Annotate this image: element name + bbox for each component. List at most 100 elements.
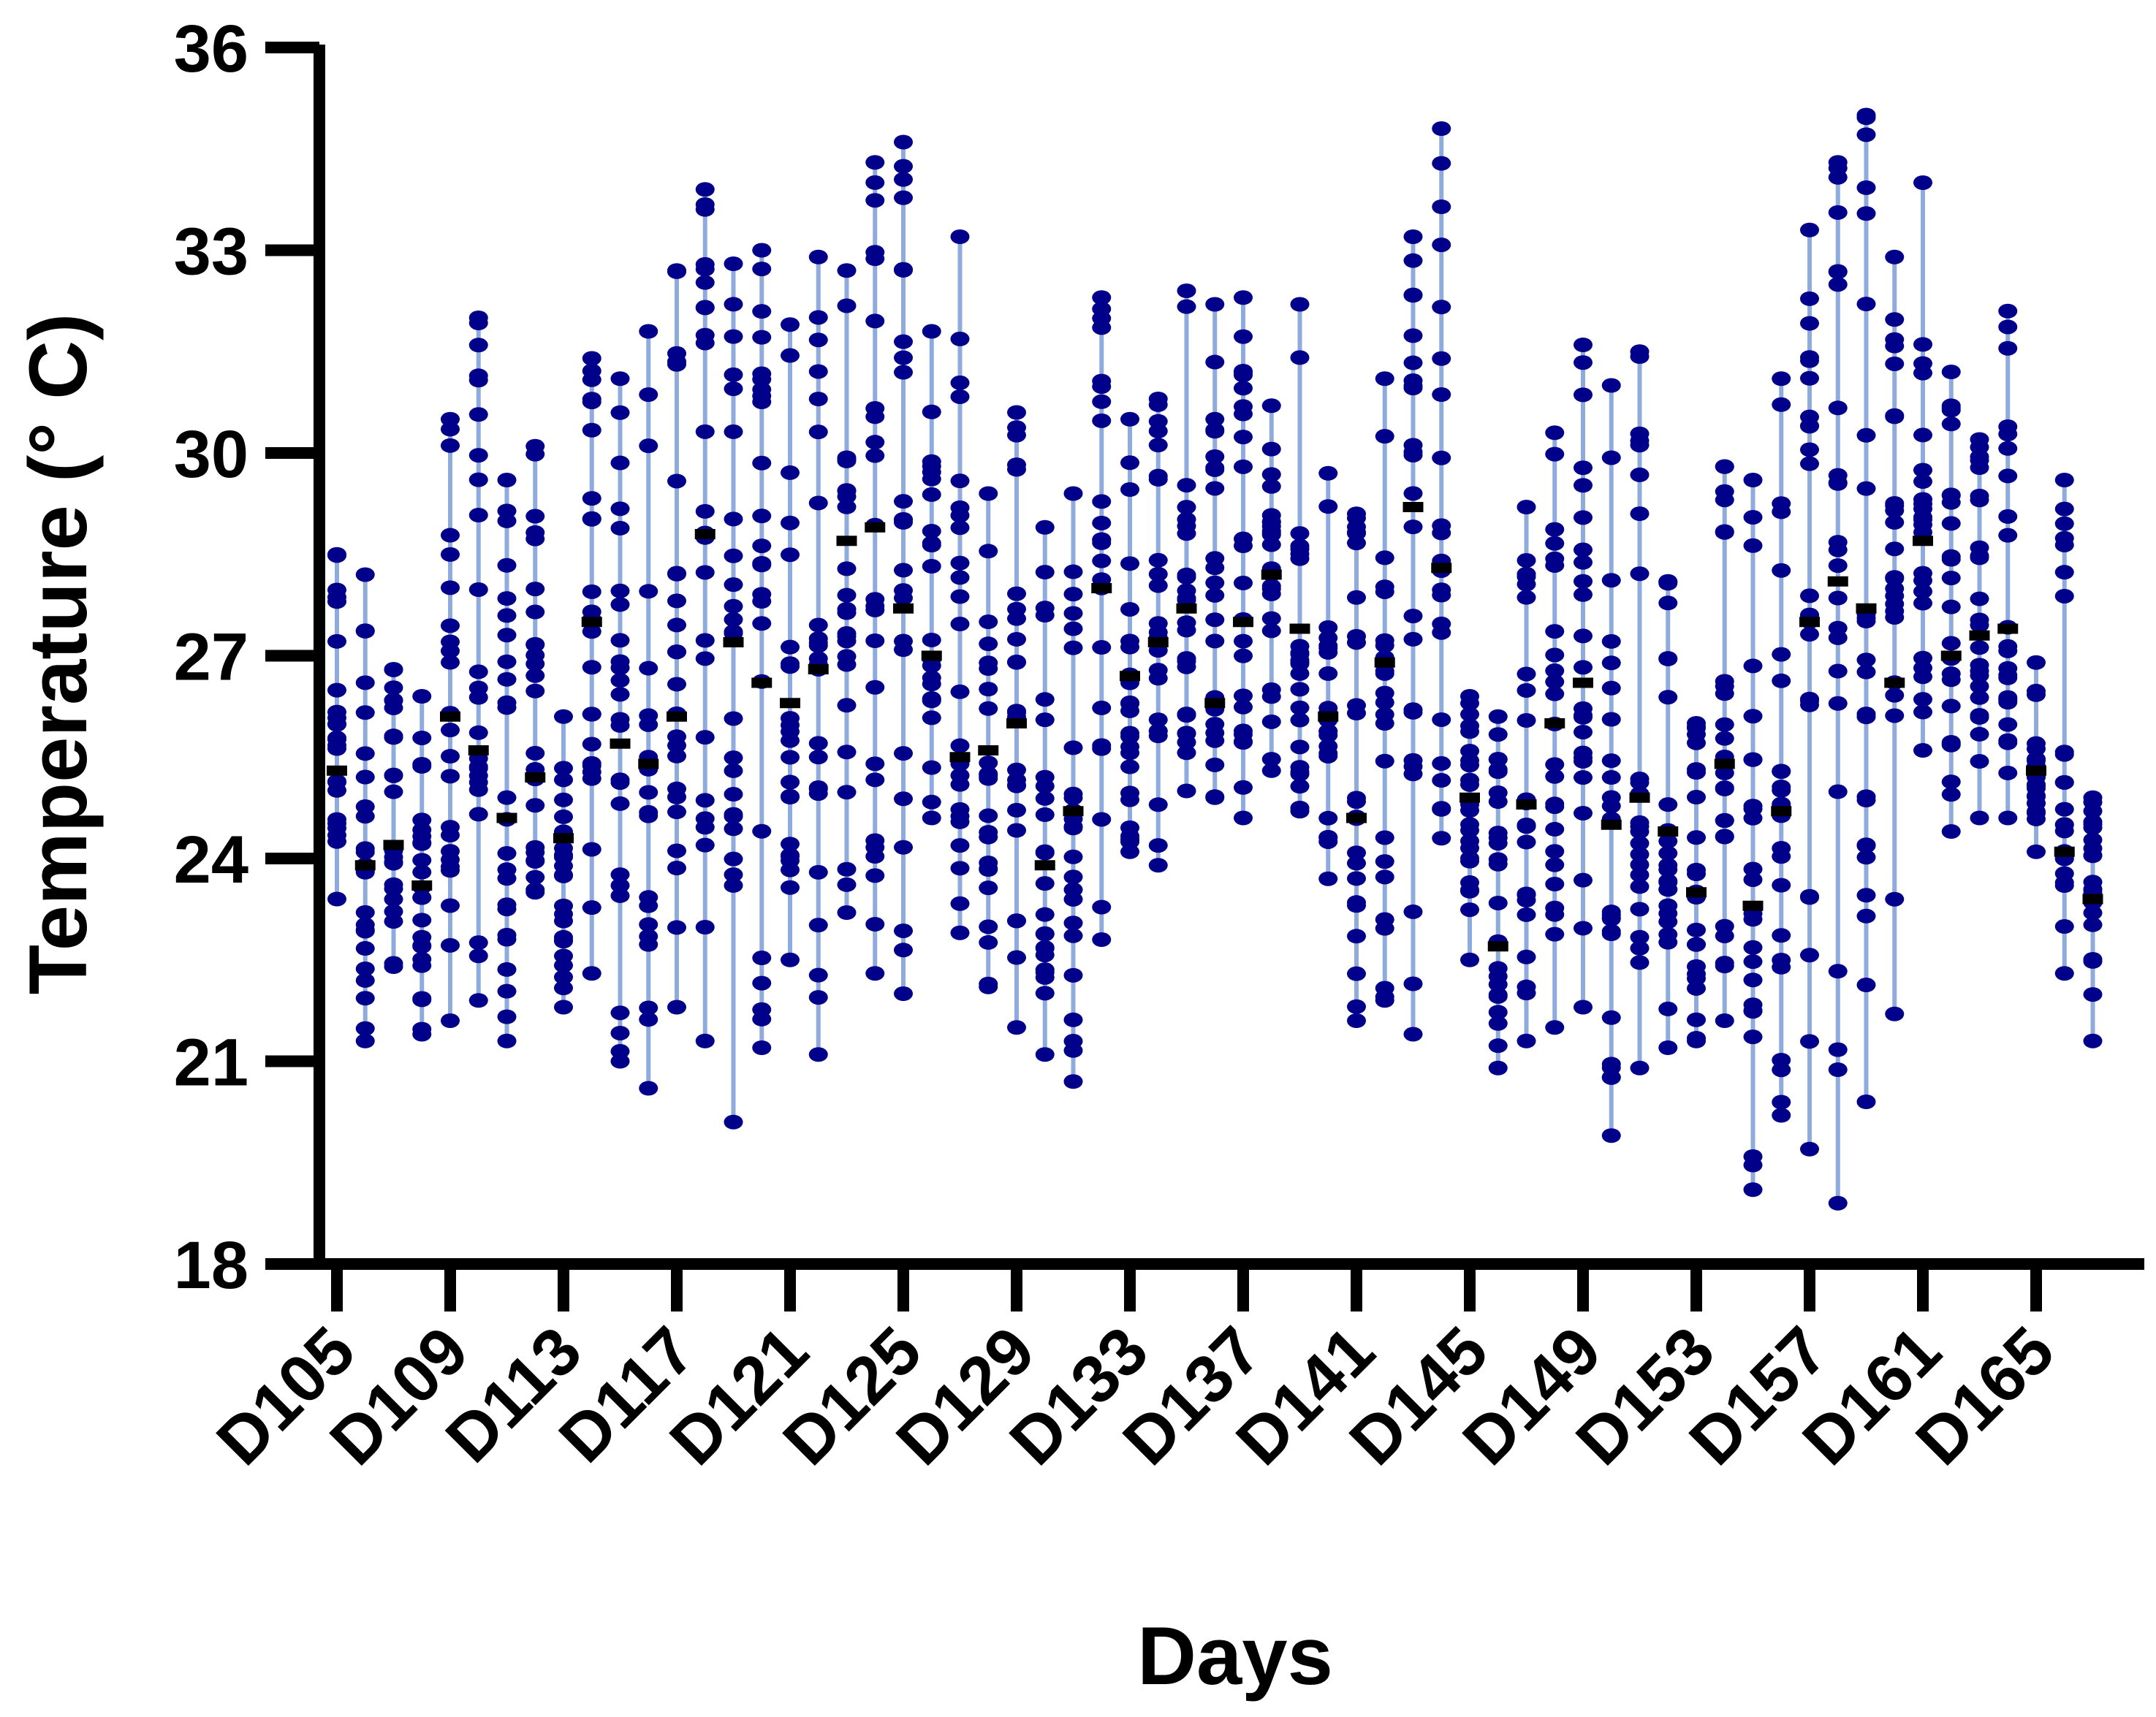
temperature-dot xyxy=(1460,952,1479,967)
temperature-dot xyxy=(695,503,715,519)
temperature-dot xyxy=(1913,462,1932,478)
temperature-dot xyxy=(384,680,403,696)
mean-marker xyxy=(383,840,404,850)
temperature-dot xyxy=(1205,757,1225,772)
temperature-dot xyxy=(837,587,857,603)
temperature-dot xyxy=(327,732,346,747)
temperature-dot xyxy=(1432,587,1451,603)
temperature-dot xyxy=(1148,712,1168,728)
temperature-dot xyxy=(525,745,545,761)
temperature-dot xyxy=(1290,551,1310,566)
temperature-dot xyxy=(582,511,601,526)
temperature-dot xyxy=(1177,654,1196,669)
temperature-dot xyxy=(1063,740,1083,755)
temperature-dot xyxy=(1035,791,1055,806)
temperature-dot xyxy=(1007,405,1026,420)
temperature-dot xyxy=(781,790,800,805)
temperature-dot xyxy=(1318,810,1338,826)
temperature-dot xyxy=(412,836,432,851)
temperature-dot xyxy=(1941,400,1961,416)
temperature-dot xyxy=(1574,750,1593,765)
temperature-dot xyxy=(752,538,772,554)
y-tick-label: 27 xyxy=(174,620,248,695)
temperature-dot xyxy=(497,628,517,643)
temperature-dot xyxy=(667,843,686,858)
temperature-dot xyxy=(582,900,601,915)
temperature-dot xyxy=(922,794,941,810)
mean-marker xyxy=(440,711,460,722)
temperature-dot xyxy=(1856,837,1876,853)
temperature-dot xyxy=(2083,832,2103,848)
temperature-dot xyxy=(1148,838,1168,853)
temperature-dot xyxy=(950,570,970,585)
temperature-dot xyxy=(1347,794,1366,810)
temperature-dot xyxy=(1715,765,1734,780)
temperature-dot xyxy=(1007,457,1026,473)
temperature-dot xyxy=(1517,886,1536,902)
temperature-dot xyxy=(950,331,970,346)
temperature-dot xyxy=(808,364,828,379)
temperature-dot xyxy=(525,668,545,683)
temperature-dot xyxy=(1177,615,1196,631)
temperature-dot xyxy=(1007,1020,1026,1035)
temperature-dot xyxy=(894,365,913,380)
temperature-dot xyxy=(1941,549,1961,564)
temperature-dot xyxy=(724,548,743,563)
temperature-dot xyxy=(639,438,658,454)
temperature-dot xyxy=(2054,745,2074,760)
temperature-dot xyxy=(1630,902,1650,917)
temperature-dot xyxy=(1035,807,1055,823)
temperature-dot xyxy=(355,941,375,956)
temperature-dot xyxy=(781,880,800,895)
temperature-dot xyxy=(1092,553,1112,568)
temperature-dot xyxy=(724,851,743,867)
temperature-dot xyxy=(1800,627,1819,642)
mean-marker xyxy=(1856,603,1877,614)
temperature-dot xyxy=(1092,494,1112,509)
temperature-dot xyxy=(1234,810,1253,826)
temperature-dot xyxy=(1261,467,1281,482)
temperature-dot xyxy=(610,775,630,791)
temperature-dot xyxy=(1715,731,1734,746)
temperature-dot xyxy=(412,730,432,745)
temperature-dot xyxy=(894,563,913,578)
temperature-dot xyxy=(2054,878,2074,894)
temperature-dot xyxy=(979,682,998,697)
temperature-dot xyxy=(1545,686,1565,701)
temperature-dot xyxy=(1120,745,1139,761)
temperature-dot xyxy=(1941,487,1961,503)
temperature-dot xyxy=(1856,664,1876,679)
temperature-dot xyxy=(1234,381,1253,396)
temperature-dot xyxy=(667,617,686,633)
temperature-dot xyxy=(1488,961,1508,976)
temperature-dot xyxy=(808,332,828,348)
temperature-dot xyxy=(639,387,658,403)
temperature-dot xyxy=(610,867,630,883)
temperature-dot xyxy=(1148,625,1168,640)
temperature-dot xyxy=(441,411,460,427)
temperature-dot xyxy=(2083,794,2103,810)
temperature-dot xyxy=(837,298,857,313)
temperature-dot xyxy=(1205,633,1225,649)
temperature-dot xyxy=(667,920,686,935)
mean-marker xyxy=(836,536,857,547)
temperature-dot xyxy=(1772,673,1791,688)
x-tick-label: D113 xyxy=(432,1313,596,1477)
temperature-dot xyxy=(1545,522,1565,537)
temperature-dot xyxy=(781,837,800,852)
temperature-dot xyxy=(441,769,460,784)
temperature-dot xyxy=(1658,797,1678,812)
temperature-dot xyxy=(1828,277,1848,292)
temperature-dot xyxy=(695,837,715,853)
mean-marker xyxy=(1913,536,1933,547)
temperature-dot xyxy=(1432,387,1451,403)
mean-marker xyxy=(1799,617,1820,628)
temperature-dot xyxy=(1913,660,1932,676)
temperature-dot xyxy=(441,828,460,843)
mean-marker xyxy=(1289,623,1310,634)
temperature-dot xyxy=(1913,474,1932,490)
temperature-dot xyxy=(667,748,686,764)
temperature-dot xyxy=(355,922,375,937)
temperature-dot xyxy=(610,633,630,648)
temperature-dot xyxy=(1998,528,2018,543)
